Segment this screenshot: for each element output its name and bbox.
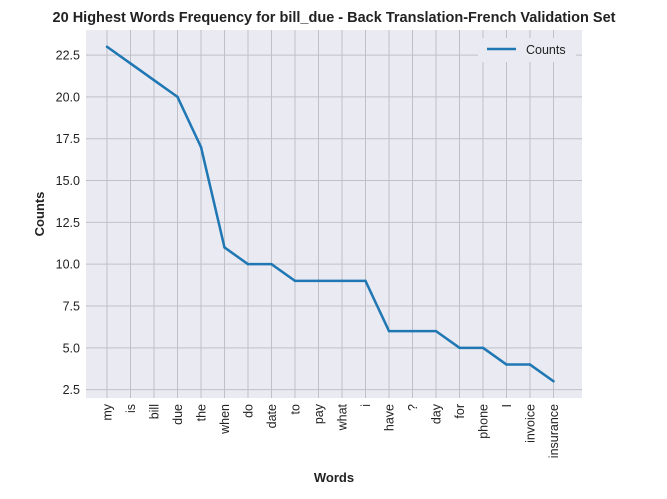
data-point [458, 346, 461, 350]
x-tick-label: phone [477, 404, 491, 439]
legend: Counts [478, 38, 576, 62]
y-tick-label: 5.0 [63, 341, 80, 355]
data-point [152, 78, 156, 82]
data-point [176, 95, 179, 99]
y-axis-label: Counts [32, 192, 47, 237]
x-tick-label: I [500, 404, 514, 407]
x-tick-label: when [218, 404, 232, 435]
data-point [505, 363, 508, 366]
x-tick-label: invoice [524, 404, 538, 443]
y-tick-label: 17.5 [56, 132, 80, 146]
data-point [340, 279, 344, 283]
x-tick-label: do [242, 404, 256, 418]
data-point [434, 329, 438, 333]
data-point [199, 145, 203, 149]
x-tick-label: the [195, 404, 209, 421]
x-tick-label: what [336, 403, 350, 431]
x-tick-label: due [171, 404, 185, 425]
y-tick-label: 2.5 [63, 383, 80, 397]
chart-title: 20 Highest Words Frequency for bill_due … [53, 10, 616, 26]
data-point [129, 62, 132, 65]
data-point [387, 329, 391, 333]
data-point [293, 279, 297, 283]
data-point [317, 279, 320, 283]
data-point [552, 380, 555, 383]
data-point [481, 346, 485, 350]
x-tick-label: to [289, 404, 303, 414]
data-point [270, 262, 273, 266]
legend-label: Counts [526, 43, 566, 57]
x-tick-label: ? [406, 404, 420, 411]
y-tick-label: 22.5 [56, 49, 80, 63]
y-tick-label: 7.5 [63, 300, 80, 314]
y-tick-label: 12.5 [56, 216, 80, 230]
data-point [223, 246, 226, 249]
y-tick-label: 10.0 [56, 258, 80, 272]
x-tick-label: insurance [547, 404, 561, 458]
x-tick-label: i [359, 404, 373, 407]
x-axis-label: Words [314, 470, 354, 485]
x-tick-label: pay [312, 403, 326, 424]
grid-lines [86, 30, 582, 398]
series-line-1 [106, 45, 555, 383]
data-points [105, 45, 555, 383]
x-tick-label: date [265, 404, 279, 428]
axis-ticks: 2.5 5.0 7.5 10.0 12.5 15.0 17.5 20.0 22.5 my is bil… [56, 49, 561, 459]
x-tick-label: have [383, 404, 397, 431]
y-tick-label: 15.0 [56, 174, 80, 188]
x-tick-label: my [101, 403, 115, 420]
data-point [364, 279, 367, 283]
x-tick-label: bill [148, 404, 162, 419]
y-tick-label: 20.0 [56, 90, 80, 104]
x-tick-label: day [430, 403, 444, 424]
data-point [411, 329, 414, 333]
x-tick-label: is [124, 404, 138, 413]
data-point [528, 363, 532, 366]
x-tick-label: for [453, 404, 467, 419]
data-point [246, 262, 250, 266]
data-point [105, 45, 109, 48]
series-lines [106, 45, 555, 383]
